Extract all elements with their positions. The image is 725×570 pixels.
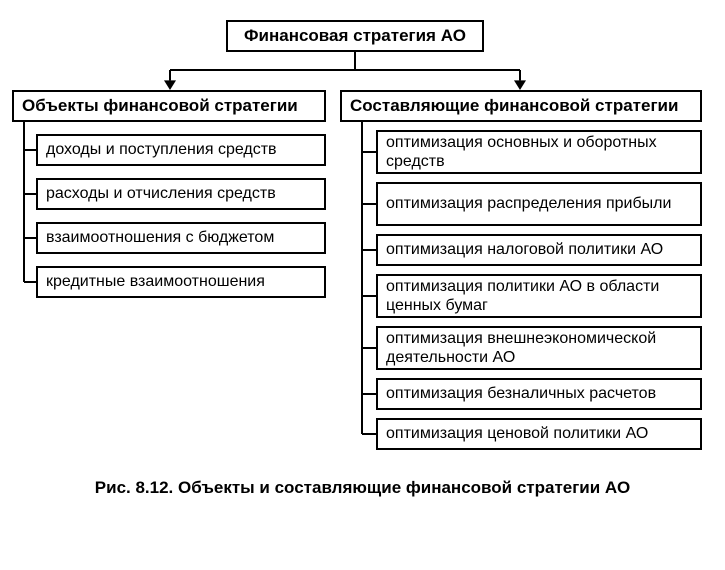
left-item-label: расходы и отчисления средств [46,184,276,203]
left-item-2: взаимоотношения с бюджетом [36,222,326,254]
left-header-label: Объекты финансовой стратегии [22,96,298,116]
left-item-label: кредитные взаимоотношения [46,272,265,291]
right-item-5: оптимизация безналичных расчетов [376,378,702,410]
right-item-0: оптимизация основных и оборотных средств [376,130,702,174]
right-item-label: оптимизация внешнеэкономической деятельн… [386,329,692,367]
left-item-3: кредитные взаимоотношения [36,266,326,298]
left-item-label: доходы и поступления средств [46,140,277,159]
right-header: Составляющие финансовой стратегии [340,90,702,122]
right-item-label: оптимизация распределения прибыли [386,194,671,213]
right-item-3: оптимизация политики АО в области ценных… [376,274,702,318]
right-item-2: оптимизация налоговой политики АО [376,234,702,266]
right-item-label: оптимизация политики АО в области ценных… [386,277,692,315]
left-header: Объекты финансовой стратегии [12,90,326,122]
root-node: Финансовая стратегия АО [226,20,484,52]
right-item-6: оптимизация ценовой политики АО [376,418,702,450]
left-item-0: доходы и поступления средств [36,134,326,166]
figure-caption: Рис. 8.12. Объекты и составляющие финанс… [0,478,725,498]
caption-text: Рис. 8.12. Объекты и составляющие финанс… [95,478,630,497]
right-item-label: оптимизация ценовой политики АО [386,424,648,443]
right-item-label: оптимизация безналичных расчетов [386,384,656,403]
right-item-4: оптимизация внешнеэкономической деятельн… [376,326,702,370]
right-item-label: оптимизация налоговой политики АО [386,240,663,259]
left-item-1: расходы и отчисления средств [36,178,326,210]
root-label: Финансовая стратегия АО [244,26,466,46]
right-header-label: Составляющие финансовой стратегии [350,96,678,116]
left-item-label: взаимоотношения с бюджетом [46,228,274,247]
right-item-label: оптимизация основных и оборотных средств [386,133,692,171]
right-item-1: оптимизация распределения прибыли [376,182,702,226]
